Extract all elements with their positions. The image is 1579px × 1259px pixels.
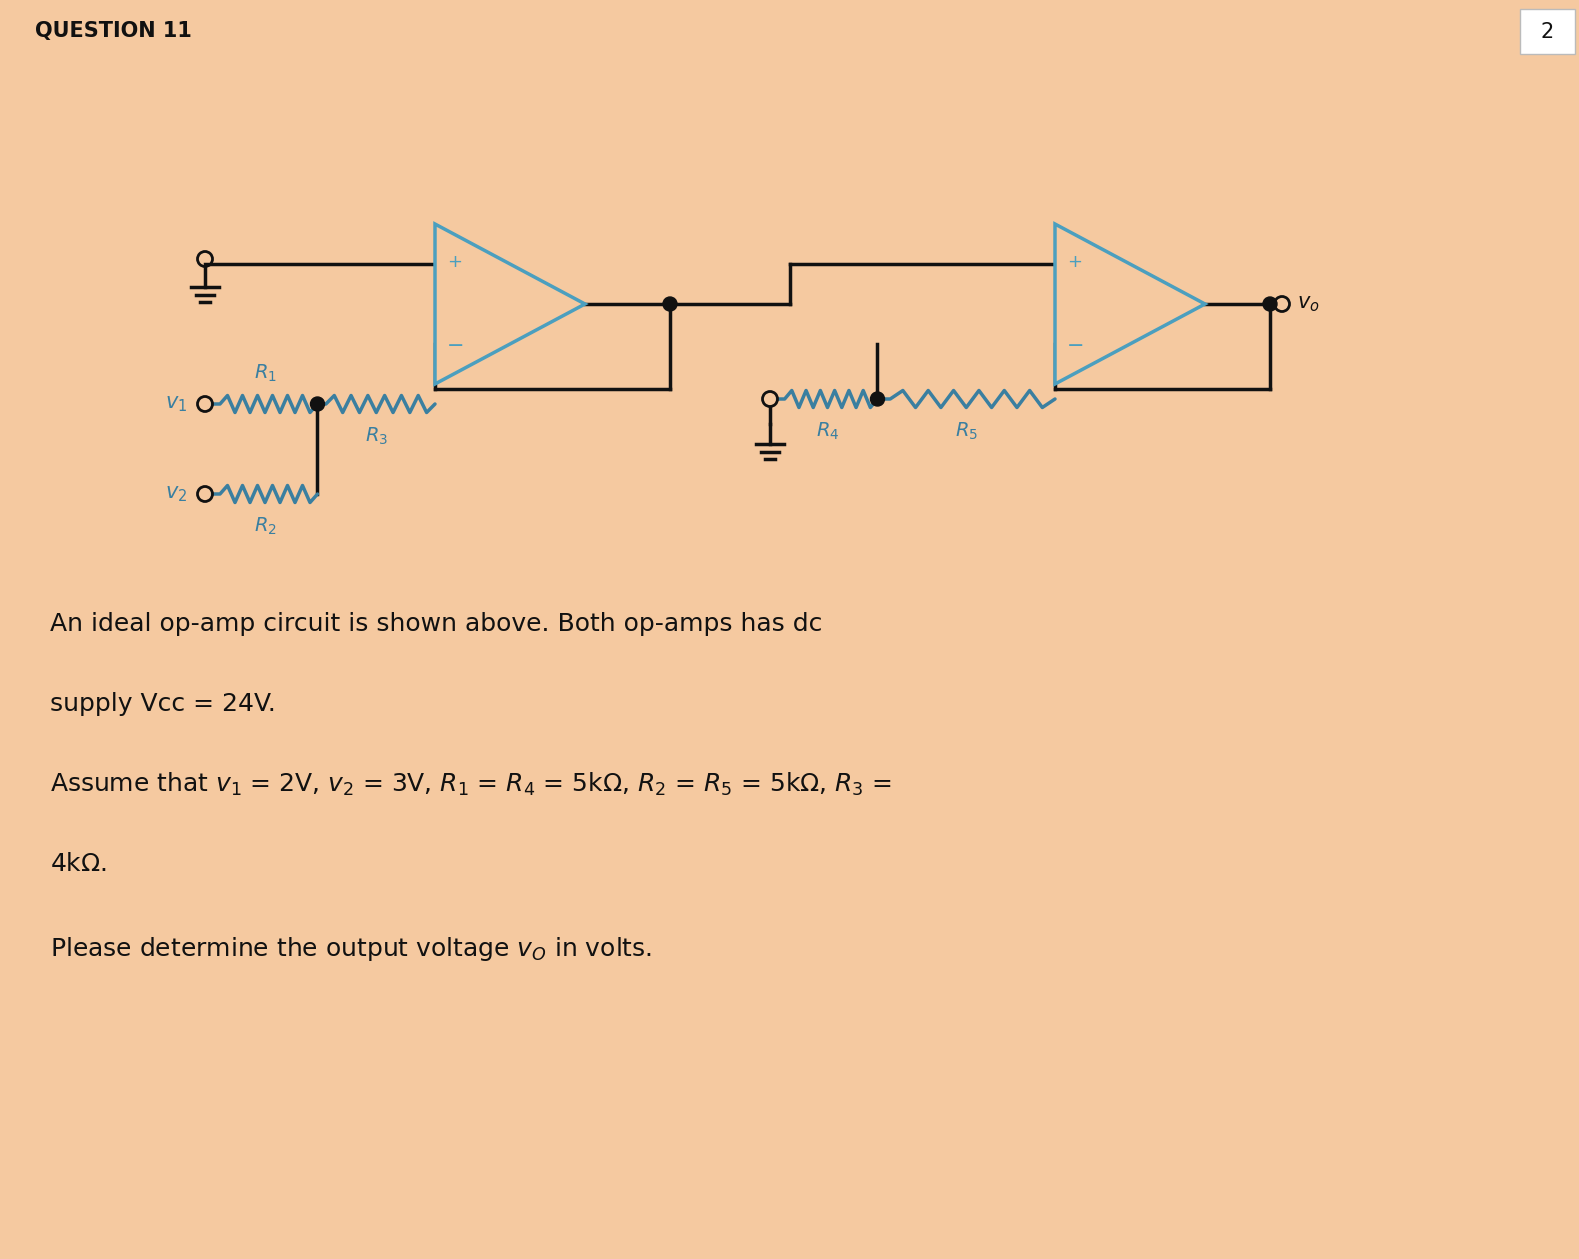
Text: $v_2$: $v_2$ (164, 483, 186, 504)
Text: $R_3$: $R_3$ (365, 426, 388, 447)
Text: $v_1$: $v_1$ (164, 394, 186, 414)
Circle shape (1263, 297, 1277, 311)
Text: +: + (1067, 253, 1082, 271)
Polygon shape (1055, 224, 1205, 384)
Text: $R_2$: $R_2$ (254, 516, 276, 538)
Circle shape (870, 392, 884, 405)
Text: $R_5$: $R_5$ (955, 421, 977, 442)
Circle shape (663, 297, 677, 311)
Polygon shape (434, 224, 584, 384)
Text: QUESTION 11: QUESTION 11 (35, 21, 193, 42)
Text: −: − (447, 336, 464, 356)
FancyBboxPatch shape (1521, 9, 1574, 54)
Text: Assume that $v_1$ = 2V, $v_2$ = 3V, $R_1$ = $R_4$ = 5k$\Omega$, $R_2$ = $R_5$ = : Assume that $v_1$ = 2V, $v_2$ = 3V, $R_1… (51, 771, 892, 798)
Text: supply Vcc = 24V.: supply Vcc = 24V. (51, 692, 276, 716)
Text: Please determine the output voltage $v_O$ in volts.: Please determine the output voltage $v_O… (51, 935, 652, 963)
Text: $v_o$: $v_o$ (1296, 295, 1320, 313)
Text: An ideal op-amp circuit is shown above. Both op-amps has dc: An ideal op-amp circuit is shown above. … (51, 612, 823, 636)
Text: 4k$\Omega$.: 4k$\Omega$. (51, 852, 107, 876)
Text: −: − (1067, 336, 1085, 356)
Text: $R_4$: $R_4$ (816, 421, 838, 442)
Text: +: + (447, 253, 463, 271)
Text: $R_1$: $R_1$ (254, 363, 276, 384)
Circle shape (311, 397, 325, 410)
Text: 2: 2 (1541, 21, 1554, 42)
